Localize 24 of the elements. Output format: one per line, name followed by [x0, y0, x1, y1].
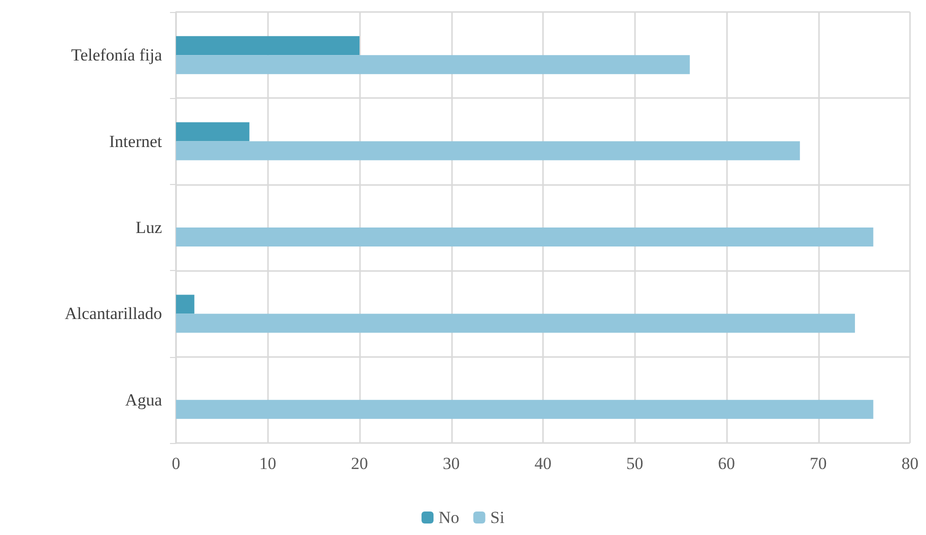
bar: [176, 400, 874, 419]
x-tick-label: 30: [442, 454, 460, 473]
y-tick-label: Internet: [109, 132, 162, 151]
x-tick-label: 10: [259, 454, 276, 473]
bar: [176, 122, 250, 142]
y-tick-label: Agua: [125, 390, 162, 410]
x-tick-label: 50: [626, 454, 644, 473]
x-tick-label: 20: [351, 454, 368, 473]
x-tick-label: 70: [810, 454, 827, 473]
bar: [176, 294, 194, 314]
bar: [176, 314, 855, 333]
x-tick-label: 80: [902, 454, 918, 473]
y-tick-label: Luz: [136, 218, 162, 237]
x-tick-label: 40: [534, 454, 552, 473]
legend-label: No: [438, 508, 460, 527]
bar: [176, 141, 800, 160]
y-tick-label: Telefonía fija: [71, 46, 162, 65]
x-tick-label: 0: [172, 454, 180, 473]
bar: [176, 55, 690, 74]
y-tick-label: Alcantarillado: [64, 304, 162, 324]
bar: [176, 228, 874, 246]
legend-label: Si: [490, 508, 505, 527]
bar: [176, 36, 360, 56]
x-tick-label: 60: [718, 454, 735, 473]
